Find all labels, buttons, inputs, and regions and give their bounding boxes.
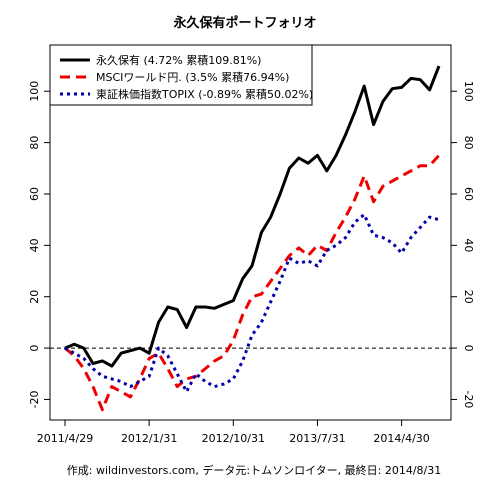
legend-label-0: 永久保有 (4.72% 累積109.81%)	[96, 53, 261, 67]
y-tick-label-right--20: -20	[462, 390, 475, 408]
series-line-2	[64, 213, 440, 394]
legend-box	[49, 44, 313, 106]
y-tick-label-right-20: 20	[462, 290, 475, 304]
y-tick-label-left-80: 80	[28, 136, 41, 150]
series-line-1	[64, 154, 441, 412]
plot-area: -20 0 20 40 60 80 100 -20 0 20 40 60 80 100 2011/4/29 2…	[28, 44, 475, 445]
series-line-0	[64, 65, 441, 368]
x-tick-label-4: 2014/4/30	[373, 432, 429, 445]
x-tick-label-3: 2013/7/31	[289, 432, 345, 445]
y-tick-label-left-40: 40	[28, 238, 41, 252]
x-tick-label-2: 2012/10/31	[202, 432, 265, 445]
legend-label-2: 東証株価指数TOPIX (-0.89% 累積50.02%)	[96, 87, 313, 101]
x-tick-label-1: 2012/1/31	[121, 432, 177, 445]
y-tick-label-left-100: 100	[28, 81, 41, 102]
y-tick-label-left-0: 0	[28, 345, 41, 352]
y-tick-label-right-0: 0	[462, 345, 475, 352]
y-tick-label-right-40: 40	[462, 238, 475, 252]
y-tick-label-right-100: 100	[462, 81, 475, 102]
y-tick-label-right-80: 80	[462, 136, 475, 150]
legend: 永久保有 (4.72% 累積109.81%) MSCIワールド円. (3.5% 累…	[49, 44, 313, 106]
y-tick-label-left--20: -20	[28, 390, 41, 408]
chart-caption: 作成: wildinvestors.com, データ元:トムソンロイター, 最終…	[67, 463, 441, 477]
x-tick-label-0: 2011/4/29	[37, 432, 93, 445]
y-tick-label-left-20: 20	[28, 290, 41, 304]
y-tick-label-right-60: 60	[462, 187, 475, 201]
chart-title: 永久保有ポートフォリオ	[172, 15, 316, 31]
legend-label-1: MSCIワールド円. (3.5% 累積76.94%)	[96, 70, 289, 84]
y-tick-label-left-60: 60	[28, 187, 41, 201]
